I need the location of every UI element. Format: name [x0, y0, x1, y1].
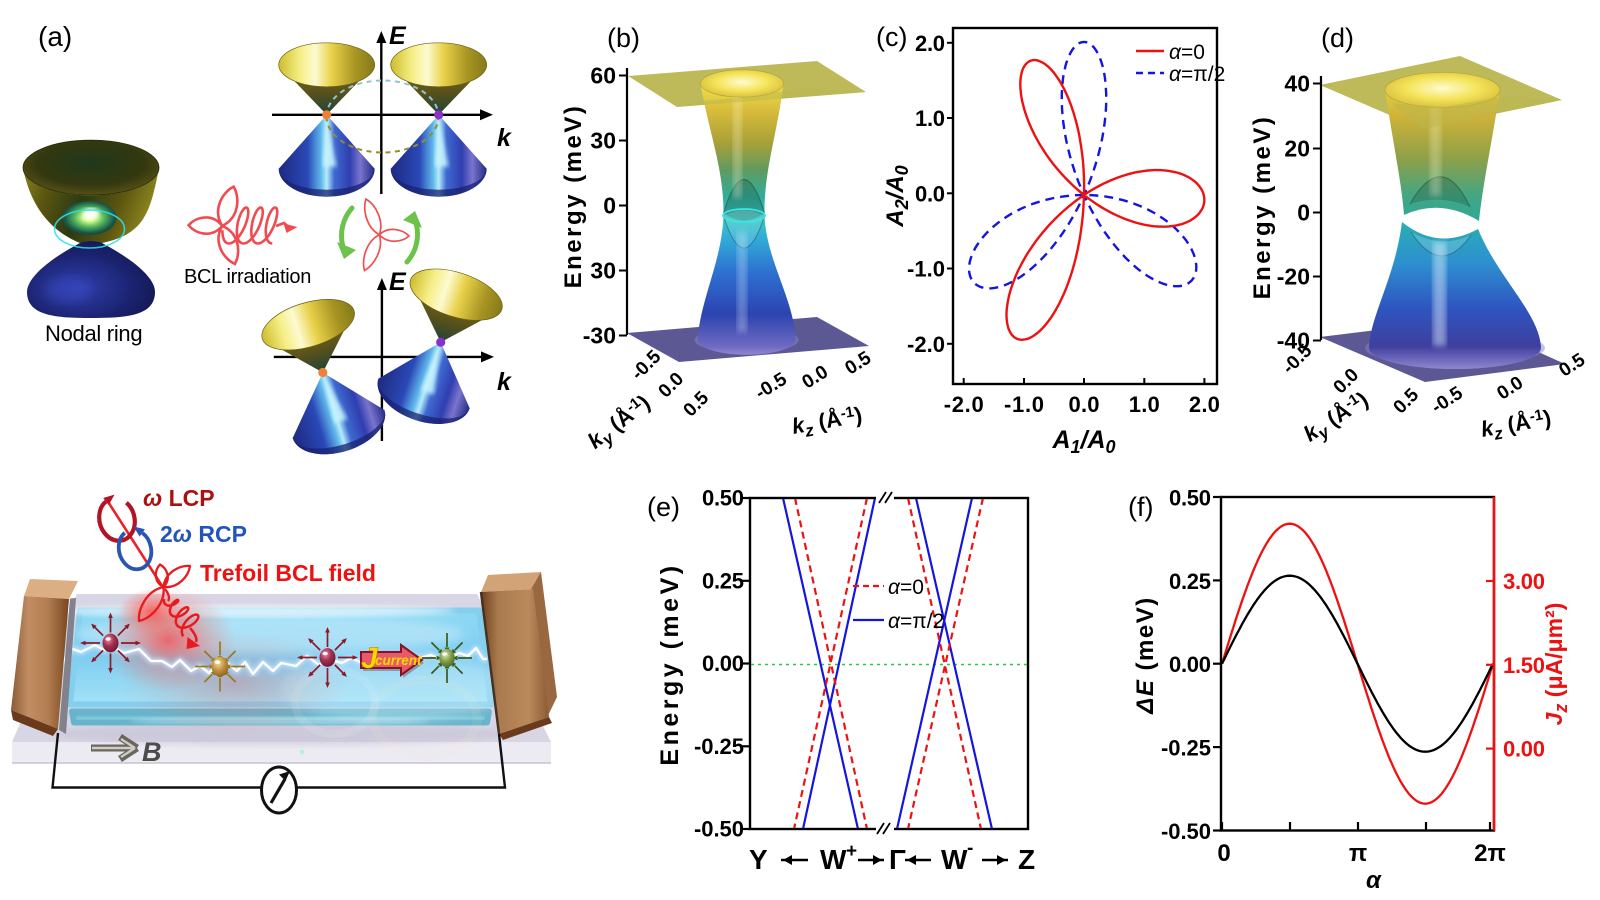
svg-text:2ω RCP: 2ω RCP: [160, 521, 247, 547]
svg-text:2.0: 2.0: [915, 31, 945, 56]
svg-text:W: W: [820, 844, 847, 875]
svg-text:-40: -40: [1277, 328, 1310, 354]
svg-text:30: 30: [590, 128, 616, 154]
svg-text:0.25: 0.25: [1169, 569, 1211, 594]
svg-text:-1.0: -1.0: [907, 257, 945, 282]
svg-text:-1.0: -1.0: [1004, 392, 1044, 417]
svg-text:B: B: [142, 737, 162, 767]
svg-text:-0.25: -0.25: [1161, 736, 1211, 761]
svg-text:-0.25: -0.25: [694, 734, 744, 759]
svg-text:(b): (b): [607, 23, 640, 53]
svg-text:2.0: 2.0: [1189, 392, 1220, 417]
svg-text:-: -: [967, 838, 973, 859]
svg-text:Energy (meV): Energy (meV): [656, 562, 684, 765]
svg-text:(e): (e): [647, 492, 680, 522]
svg-text:k: k: [497, 124, 512, 152]
svg-text:0.00: 0.00: [702, 651, 744, 676]
svg-text:0.00: 0.00: [1169, 652, 1211, 677]
svg-text:-0.5: -0.5: [627, 346, 665, 384]
svg-text:ΔE (meV): ΔE (meV): [1132, 596, 1159, 714]
svg-text:ky (Å-1): ky (Å-1): [1298, 386, 1374, 450]
svg-text:1.0: 1.0: [1129, 392, 1160, 417]
svg-text:-0.50: -0.50: [694, 817, 744, 842]
svg-text:0.0: 0.0: [798, 362, 832, 394]
svg-text:0.0: 0.0: [1493, 372, 1527, 404]
svg-text:-20: -20: [1277, 264, 1310, 290]
svg-text:0.50: 0.50: [1169, 486, 1211, 511]
svg-text:(f): (f): [1128, 492, 1153, 522]
svg-text:+: +: [846, 841, 857, 862]
svg-text:60: 60: [590, 63, 616, 89]
svg-text:current: current: [375, 653, 422, 668]
svg-text:Energy (meV): Energy (meV): [1249, 115, 1276, 300]
svg-text:α=π/2: α=π/2: [888, 610, 944, 633]
svg-text:α=π/2: α=π/2: [1169, 63, 1225, 86]
svg-text:(d): (d): [1321, 23, 1354, 53]
svg-text:k: k: [497, 368, 512, 396]
svg-text:(c): (c): [876, 22, 907, 52]
svg-text:W: W: [941, 844, 968, 875]
svg-text:-0.50: -0.50: [1161, 819, 1211, 844]
svg-text:40: 40: [1284, 71, 1310, 97]
svg-text:Γ: Γ: [889, 844, 906, 875]
svg-text:0: 0: [1297, 200, 1310, 226]
svg-text:0.0: 0.0: [915, 182, 945, 207]
svg-text:0.5: 0.5: [680, 387, 714, 421]
svg-text:-2.0: -2.0: [907, 332, 945, 357]
svg-text:-30: -30: [583, 323, 616, 349]
svg-text:E: E: [389, 268, 407, 296]
svg-text:-2.0: -2.0: [944, 392, 984, 417]
svg-text:30: 30: [590, 258, 616, 284]
svg-text:J: J: [361, 642, 379, 675]
svg-text:Z: Z: [1018, 844, 1035, 875]
svg-text:0.5: 0.5: [1390, 384, 1424, 418]
svg-text:-0.5: -0.5: [1428, 382, 1467, 418]
svg-text:0.00: 0.00: [1503, 737, 1545, 762]
svg-text:0.0: 0.0: [655, 369, 689, 403]
svg-text:kz (Å-1): kz (Å-1): [1479, 404, 1554, 446]
svg-text:α=0: α=0: [888, 576, 924, 599]
svg-text:0.25: 0.25: [702, 568, 744, 593]
svg-text:0.0: 0.0: [1069, 392, 1100, 417]
svg-text:A1/A0: A1/A0: [1051, 426, 1115, 457]
svg-text:(a): (a): [38, 21, 72, 52]
svg-text:E: E: [389, 22, 407, 50]
svg-text:Jz (μA/μm²): Jz (μA/μm²): [1541, 603, 1571, 726]
svg-text:1.50: 1.50: [1503, 653, 1545, 678]
svg-text:BCL irradiation: BCL irradiation: [184, 266, 311, 288]
svg-text:0.5: 0.5: [1555, 349, 1589, 381]
svg-text:Energy (meV): Energy (meV): [560, 104, 587, 289]
svg-text:0: 0: [603, 193, 616, 219]
svg-text:ky (Å-1): ky (Å-1): [582, 389, 657, 457]
svg-text:ω LCP: ω LCP: [143, 485, 215, 511]
svg-text:2π: 2π: [1474, 840, 1506, 867]
svg-text:Trefoil BCL field: Trefoil BCL field: [200, 560, 376, 586]
svg-text:π: π: [1349, 840, 1367, 867]
svg-text:α: α: [1366, 867, 1382, 894]
svg-text:0.5: 0.5: [841, 347, 875, 379]
svg-text:kz (Å-1): kz (Å-1): [790, 401, 865, 443]
svg-text:A2/A0: A2/A0: [882, 165, 912, 227]
svg-text:3.00: 3.00: [1503, 569, 1545, 594]
svg-text:-0.5: -0.5: [752, 369, 791, 404]
svg-text:α=0: α=0: [1169, 41, 1205, 64]
svg-text:0: 0: [1217, 840, 1230, 867]
svg-text:Y: Y: [749, 844, 768, 875]
svg-text:20: 20: [1284, 136, 1310, 162]
svg-text:Nodal ring: Nodal ring: [45, 321, 142, 346]
svg-text:1.0: 1.0: [915, 106, 945, 131]
svg-text:0.50: 0.50: [702, 486, 744, 511]
